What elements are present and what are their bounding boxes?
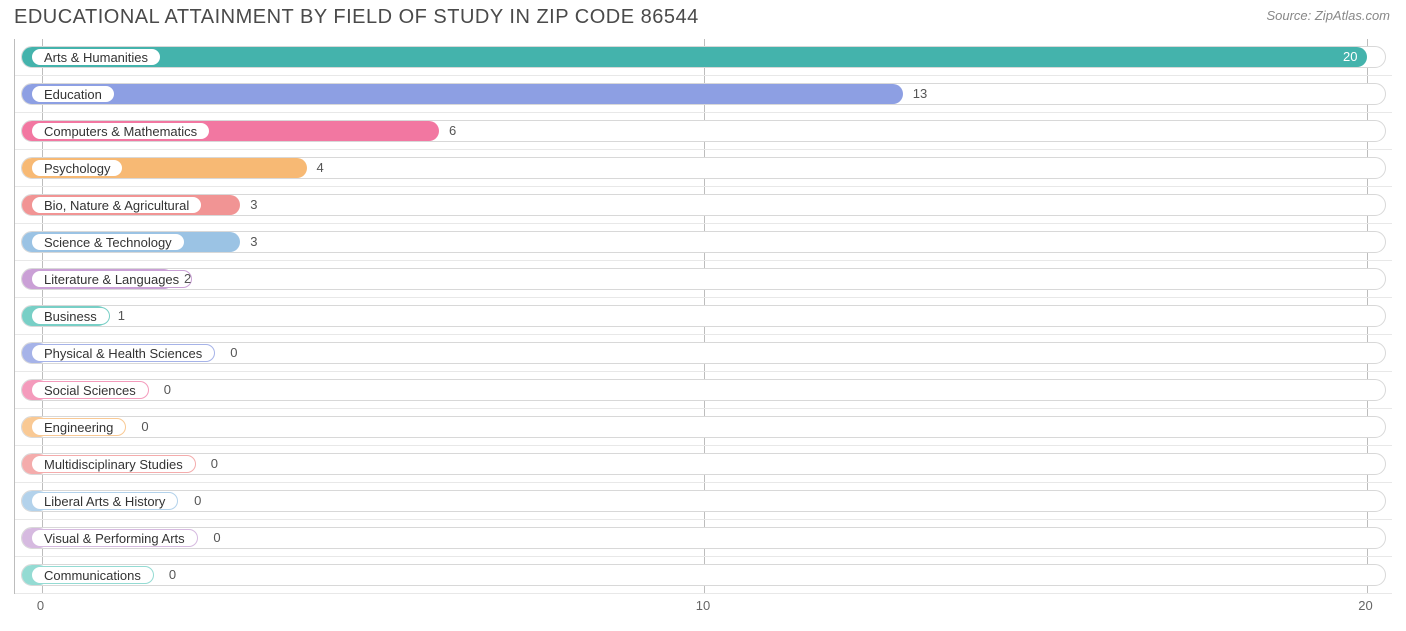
value-label: 20 <box>1343 47 1357 67</box>
chart-row: Engineering 0 <box>15 409 1392 446</box>
value-label: 2 <box>184 269 191 289</box>
value-label: 3 <box>250 232 257 252</box>
bar-track <box>21 342 1386 364</box>
category-label: Literature & Languages <box>31 270 192 288</box>
value-label: 1 <box>118 306 125 326</box>
chart-row: Business 1 <box>15 298 1392 335</box>
x-tick-label: 10 <box>696 598 710 613</box>
value-label: 4 <box>317 158 324 178</box>
bar <box>22 47 1367 67</box>
value-label: 0 <box>169 565 176 585</box>
chart-row: Multidisciplinary Studies 0 <box>15 446 1392 483</box>
chart-row: Liberal Arts & History 0 <box>15 483 1392 520</box>
value-label: 0 <box>211 454 218 474</box>
category-label: Computers & Mathematics <box>31 122 210 140</box>
chart-row: Arts & Humanities 20 <box>15 39 1392 76</box>
chart-row: Physical & Health Sciences 0 <box>15 335 1392 372</box>
bar-track <box>21 305 1386 327</box>
bar-track <box>21 490 1386 512</box>
chart-row: Bio, Nature & Agricultural 3 <box>15 187 1392 224</box>
chart-row: Communications 0 <box>15 557 1392 594</box>
category-label: Liberal Arts & History <box>31 492 178 510</box>
chart-row: Education 13 <box>15 76 1392 113</box>
chart-row: Visual & Performing Arts 0 <box>15 520 1392 557</box>
x-tick-label: 20 <box>1358 598 1372 613</box>
category-label: Bio, Nature & Agricultural <box>31 196 202 214</box>
value-label: 0 <box>213 528 220 548</box>
category-label: Psychology <box>31 159 123 177</box>
bar-track <box>21 379 1386 401</box>
bar-track <box>21 453 1386 475</box>
chart-title: EDUCATIONAL ATTAINMENT BY FIELD OF STUDY… <box>14 6 699 29</box>
category-label: Arts & Humanities <box>31 48 161 66</box>
chart-area: Arts & Humanities20Education13Computers … <box>14 39 1392 624</box>
category-label: Education <box>31 85 115 103</box>
chart-row: Science & Technology 3 <box>15 224 1392 261</box>
chart-plot: Arts & Humanities20Education13Computers … <box>14 39 1392 594</box>
category-label: Visual & Performing Arts <box>31 529 198 547</box>
category-label: Business <box>31 307 110 325</box>
category-label: Communications <box>31 566 154 584</box>
chart-row: Literature & Languages2 <box>15 261 1392 298</box>
chart-header: EDUCATIONAL ATTAINMENT BY FIELD OF STUDY… <box>0 0 1406 33</box>
value-label: 0 <box>141 417 148 437</box>
x-axis: 0 10 20 <box>14 594 1392 624</box>
value-label: 0 <box>194 491 201 511</box>
category-label: Engineering <box>31 418 126 436</box>
bar-track <box>21 564 1386 586</box>
value-label: 6 <box>449 121 456 141</box>
bar-track <box>21 416 1386 438</box>
category-label: Physical & Health Sciences <box>31 344 215 362</box>
chart-row: Social Sciences 0 <box>15 372 1392 409</box>
value-label: 0 <box>164 380 171 400</box>
chart-row: Computers & Mathematics 6 <box>15 113 1392 150</box>
chart-row: Psychology 4 <box>15 150 1392 187</box>
bar-track <box>21 527 1386 549</box>
value-label: 3 <box>250 195 257 215</box>
x-tick-label: 0 <box>37 598 44 613</box>
bar-track <box>21 268 1386 290</box>
bar <box>22 84 903 104</box>
category-label: Science & Technology <box>31 233 185 251</box>
value-label: 0 <box>230 343 237 363</box>
category-label: Multidisciplinary Studies <box>31 455 196 473</box>
chart-source: Source: ZipAtlas.com <box>1266 8 1390 23</box>
category-label: Social Sciences <box>31 381 149 399</box>
value-label: 13 <box>913 84 927 104</box>
